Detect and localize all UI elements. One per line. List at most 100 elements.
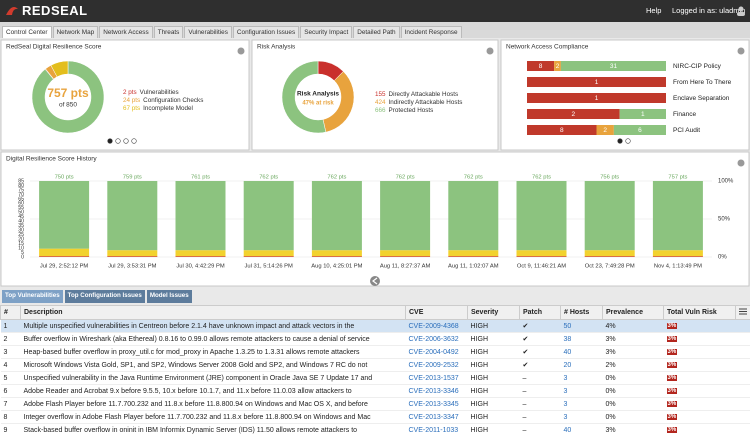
cell: 3%	[663, 358, 736, 372]
bottom-tab[interactable]: Model Issues	[146, 290, 192, 303]
cell: –	[519, 423, 561, 436]
table-row[interactable]: 4 Microsoft Windows Vista Gold, SP1, and …	[0, 358, 750, 372]
cell: 2%	[602, 358, 664, 372]
column-header[interactable]: Description	[20, 305, 406, 320]
column-header[interactable]: #	[0, 305, 21, 320]
tab[interactable]: Detailed Path	[353, 26, 400, 38]
cell	[735, 423, 750, 436]
legend-value: 424	[375, 99, 386, 106]
cell: 4	[0, 358, 21, 372]
risk-badge: 3%	[666, 336, 678, 342]
bar-score-label: 762 pts	[327, 175, 346, 181]
panel-title: RedSeal Digital Resilience Score	[6, 44, 102, 51]
column-header[interactable]: Prevalence	[602, 305, 664, 320]
cell: Stack-based buffer overflow in oninit in…	[20, 423, 406, 436]
cell: HIGH	[467, 371, 520, 385]
cell: 3	[560, 384, 603, 398]
tab[interactable]: Vulnerabilities	[184, 26, 232, 38]
cve-link[interactable]: CVE-2011-1033	[408, 426, 459, 434]
legend-item: 155 Directly Attackable Hosts	[375, 91, 458, 98]
panel-title: Risk Analysis	[257, 44, 296, 51]
table-row[interactable]: 1 Multiple unspecified vulnerabilities in…	[0, 319, 750, 333]
host-count[interactable]: 20	[563, 361, 572, 369]
cell: Microsoft Windows Vista Gold, SP1, and S…	[20, 358, 406, 372]
y2-tick-label: 50%	[718, 217, 731, 223]
cell: 7	[0, 397, 21, 411]
bar-segment	[311, 256, 362, 257]
host-count[interactable]: 38	[563, 335, 572, 343]
cve-link[interactable]: CVE-2013-1537	[408, 374, 459, 382]
cell: ✔	[519, 319, 561, 333]
bar-segment	[175, 256, 226, 257]
table-row[interactable]: 9 Stack-based buffer overflow in oninit i…	[0, 423, 750, 436]
cell: 3	[560, 410, 603, 424]
cve-link[interactable]: CVE-2009-4368	[408, 322, 459, 330]
compliance-value: 2	[572, 111, 576, 118]
menu-icon[interactable]	[739, 308, 747, 315]
cell: 6	[0, 384, 21, 398]
help-menu[interactable]: Help	[646, 6, 662, 15]
tab[interactable]: Threats	[153, 26, 184, 38]
tab[interactable]: Network Map	[52, 26, 99, 38]
y-tick-label: 25	[18, 232, 24, 238]
header: REDSEAL Help Logged in as: uladmin	[0, 0, 750, 22]
cell	[735, 410, 750, 424]
host-count[interactable]: 40	[563, 426, 572, 434]
bottom-tab[interactable]: Top Configuration Issues	[64, 290, 145, 303]
donut-segment	[50, 60, 69, 78]
table-row[interactable]: 2 Buffer overflow in Wireshark (aka Ether…	[0, 332, 750, 346]
host-count[interactable]: 3	[563, 374, 568, 382]
legend-label: Configuration Checks	[143, 97, 203, 104]
cell: 0%	[602, 384, 664, 398]
user-icon[interactable]	[736, 6, 746, 16]
x-tick-label: Oct 23, 7:49:28 PM	[585, 264, 635, 270]
cell: HIGH	[467, 423, 520, 436]
column-header[interactable]: Total Vuln Risk	[663, 305, 736, 320]
host-count[interactable]: 50	[563, 322, 572, 330]
cve-link[interactable]: CVE-2013-3345	[408, 400, 459, 408]
help-icon	[486, 47, 494, 55]
cve-link[interactable]: CVE-2009-2532	[408, 361, 459, 369]
host-count[interactable]: 40	[563, 348, 572, 356]
host-count[interactable]: 3	[563, 413, 568, 421]
cell: 38	[560, 332, 603, 346]
column-header[interactable]: Severity	[467, 305, 520, 320]
cell: –	[519, 371, 561, 385]
cve-link[interactable]: CVE-2006-3632	[408, 335, 459, 343]
cve-link[interactable]: CVE-2013-3347	[408, 413, 459, 421]
tab[interactable]: Security Impact	[300, 26, 353, 38]
cve-link[interactable]: CVE-2004-0492	[408, 348, 459, 356]
pager-dot	[107, 138, 113, 144]
bar-segment	[243, 256, 294, 257]
compliance-bar	[527, 61, 555, 71]
cell: 4%	[602, 319, 664, 333]
tab[interactable]: Incident Response	[400, 26, 462, 38]
pager-dot	[617, 138, 623, 144]
bar-segment	[516, 250, 567, 257]
host-count[interactable]: 3	[563, 400, 568, 408]
user-menu[interactable]: Logged in as: uladmin	[672, 6, 746, 15]
table-row[interactable]: 3 Heap-based buffer overflow in proxy_uti…	[0, 345, 750, 359]
table-row[interactable]: 7 Adobe Flash Player before 11.7.700.232 …	[0, 397, 750, 411]
cell: –	[519, 410, 561, 424]
tab[interactable]: Network Access	[99, 26, 153, 38]
bar-segment	[516, 181, 567, 251]
y2-tick-label: 100%	[718, 179, 734, 185]
table-row[interactable]: 5 Unspecified vulnerability in the Java R…	[0, 371, 750, 385]
bar-score-label: 757 pts	[668, 175, 687, 181]
tab[interactable]: Control Center	[2, 26, 52, 38]
cell: 3	[560, 371, 603, 385]
bottom-tab[interactable]: Top Vulnerabilities	[2, 290, 63, 303]
scroll-button[interactable]	[370, 276, 380, 286]
tab[interactable]: Configuration Issues	[232, 26, 300, 38]
host-count[interactable]: 3	[563, 387, 568, 395]
bar-segment	[380, 256, 431, 257]
column-menu[interactable]	[735, 305, 750, 320]
column-header[interactable]: Patch	[519, 305, 561, 320]
column-header[interactable]: # Hosts	[560, 305, 603, 320]
column-header[interactable]: CVE	[405, 305, 468, 320]
cve-link[interactable]: CVE-2013-3346	[408, 387, 459, 395]
header-row: # Description CVE Severity Patch # Hosts Preva…	[0, 305, 750, 320]
table-row[interactable]: 6 Adobe Reader and Acrobat 9.x before 9.5…	[0, 384, 750, 398]
table-row[interactable]: 8 Integer overflow in Adobe Flash Player …	[0, 410, 750, 424]
